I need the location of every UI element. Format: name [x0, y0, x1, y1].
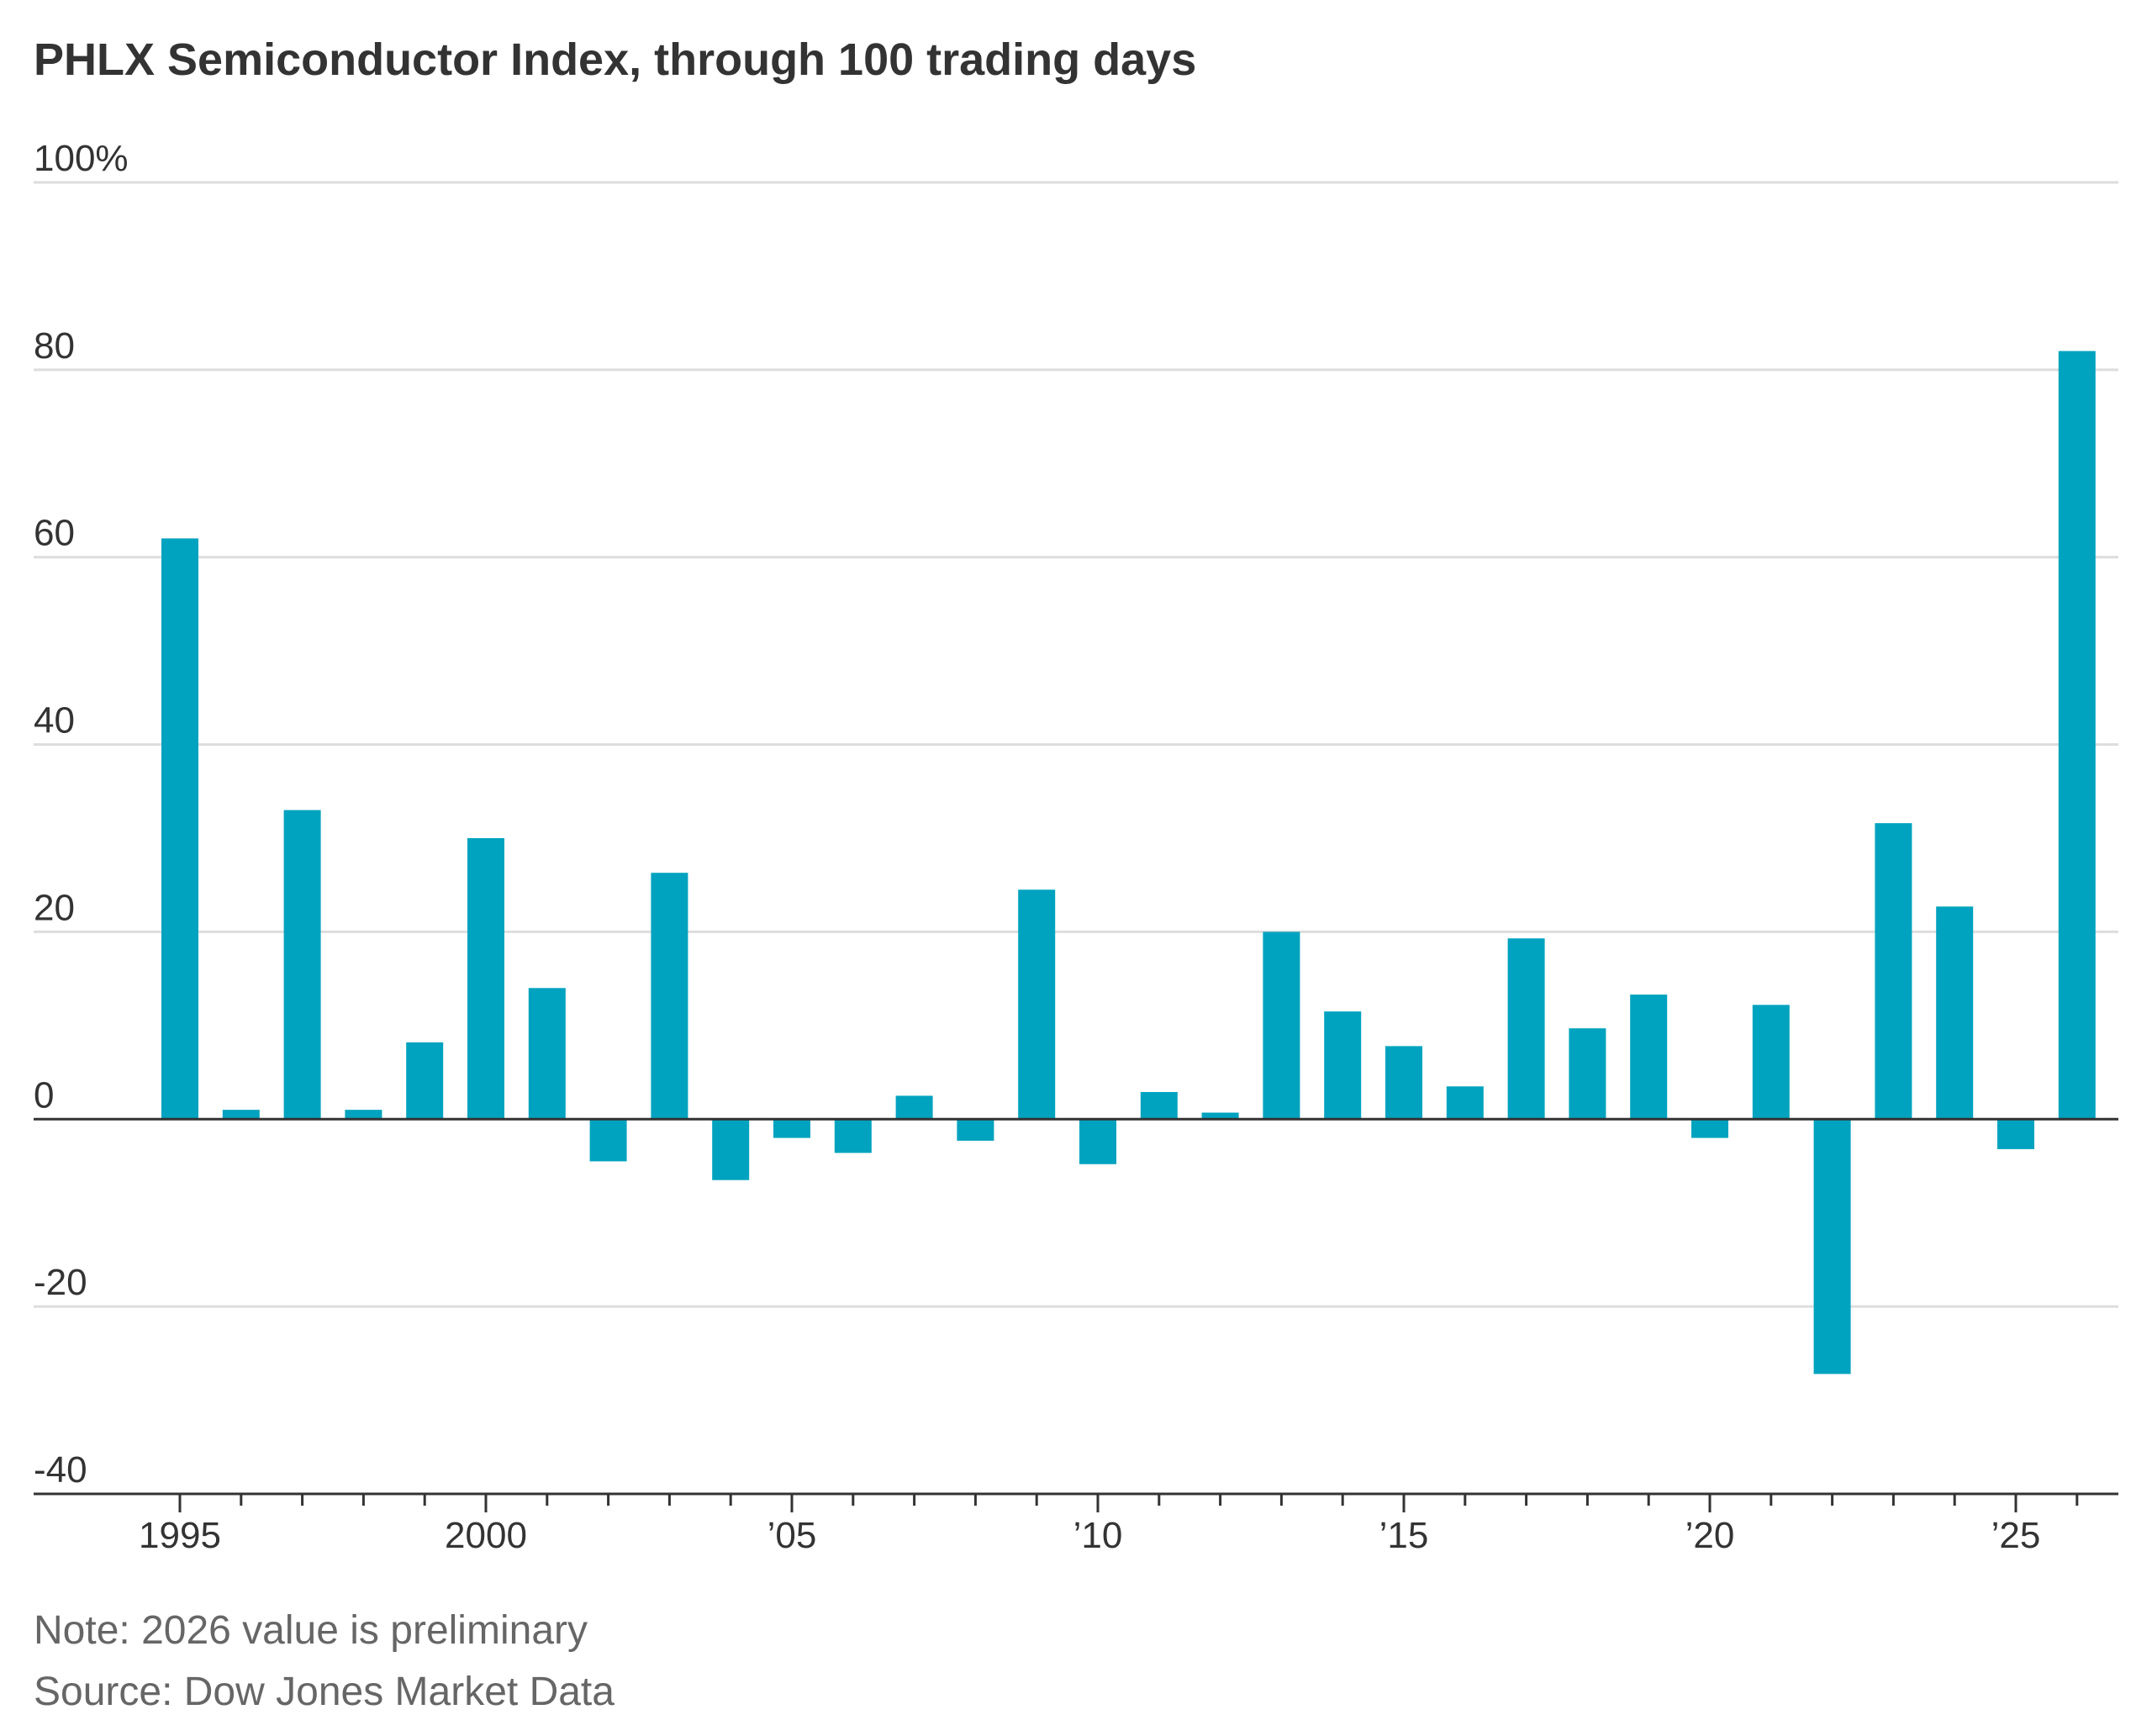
y-axis-labels: 100% 80 60 40 20 0 -20 -40	[34, 138, 129, 1491]
bar-2018	[1569, 1028, 1606, 1120]
bar-2002	[589, 1119, 627, 1162]
bar-2022	[1813, 1119, 1851, 1375]
bar-2014	[1324, 1011, 1362, 1120]
bar-2005	[773, 1119, 810, 1138]
bar-2024	[1936, 906, 1974, 1120]
bar-2010	[1079, 1119, 1116, 1164]
y-tick-label: 80	[34, 325, 75, 367]
bar-2025	[1997, 1119, 2034, 1149]
bar-1997	[283, 810, 321, 1120]
chart-source: Source: Dow Jones Market Data	[34, 1670, 614, 1714]
y-tick-label: 100%	[34, 138, 129, 179]
bar-2007	[895, 1095, 933, 1120]
bar-2006	[834, 1119, 872, 1153]
bar-2021	[1752, 1005, 1790, 1120]
bar-2004	[712, 1119, 750, 1180]
x-tick-label: ’25	[1991, 1515, 2041, 1556]
bars	[161, 351, 2096, 1375]
x-axis: 1995 2000 ’05 ’10 ’15 ’20 ’25	[34, 1492, 2118, 1556]
bar-2017	[1507, 938, 1545, 1120]
bar-2008	[957, 1119, 994, 1141]
bar-2001	[528, 988, 566, 1120]
bar-2026	[2058, 351, 2096, 1120]
bar-2003	[651, 873, 688, 1120]
y-tick-label: -40	[34, 1449, 87, 1491]
x-tick-label: 1995	[139, 1515, 221, 1556]
bar-2012	[1201, 1112, 1239, 1120]
chart-note: Note: 2026 value is preliminary	[34, 1608, 588, 1653]
bar-1999	[406, 1042, 444, 1120]
bar-2011	[1140, 1091, 1178, 1120]
bar-1998	[345, 1110, 382, 1120]
y-tick-label: 60	[34, 513, 75, 554]
y-tick-label: -20	[34, 1262, 87, 1303]
bar-1996	[222, 1110, 260, 1120]
bar-2019	[1630, 995, 1668, 1120]
x-tick-label: 2000	[445, 1515, 527, 1556]
bar-2009	[1018, 889, 1056, 1120]
x-tick-label: ’10	[1073, 1515, 1123, 1556]
bar-2000	[467, 838, 504, 1120]
bar-2023	[1875, 823, 1912, 1120]
bar-1995	[161, 538, 198, 1120]
y-tick-label: 40	[34, 700, 75, 741]
bar-2016	[1446, 1086, 1484, 1120]
bar-2013	[1263, 931, 1300, 1120]
chart-title: PHLX Semiconductor Index, through 100 tr…	[34, 34, 1197, 85]
y-tick-label: 0	[34, 1074, 54, 1116]
x-tick-label: ’15	[1379, 1515, 1429, 1556]
x-tick-label: ’05	[767, 1515, 817, 1556]
y-tick-label: 20	[34, 887, 75, 928]
grid-lines	[34, 181, 2118, 1308]
bar-2020	[1691, 1119, 1728, 1138]
x-tick-label: ’20	[1685, 1515, 1735, 1556]
bar-2015	[1385, 1046, 1422, 1120]
